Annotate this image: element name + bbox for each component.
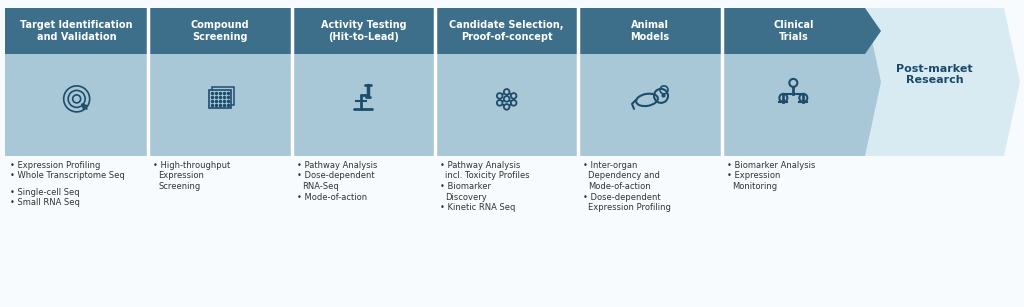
Polygon shape [722,8,881,156]
Text: Monitoring: Monitoring [732,182,777,191]
Text: Activity Testing
(Hit-to-Lead): Activity Testing (Hit-to-Lead) [321,20,407,42]
Text: Expression: Expression [159,172,204,181]
Polygon shape [435,8,594,156]
FancyBboxPatch shape [212,87,234,105]
Text: • High-throughput: • High-throughput [154,161,230,170]
Text: • Inter-organ: • Inter-organ [584,161,638,170]
Text: • Dose-dependent: • Dose-dependent [297,172,375,181]
Text: • Expression Profiling: • Expression Profiling [10,161,100,170]
Polygon shape [5,8,164,54]
Polygon shape [865,8,1020,156]
Text: • Whole Transcriptome Seq: • Whole Transcriptome Seq [10,172,125,181]
Text: • Single-cell Seq: • Single-cell Seq [10,188,80,197]
Text: • Small RNA Seq: • Small RNA Seq [10,198,80,207]
Circle shape [504,96,510,102]
Text: Screening: Screening [159,182,201,191]
Polygon shape [148,8,307,54]
Text: Post-market
Research: Post-market Research [896,64,973,85]
Text: • Kinetic RNA Seq: • Kinetic RNA Seq [440,203,515,212]
Text: • Pathway Analysis: • Pathway Analysis [297,161,377,170]
Text: • Dose-dependent: • Dose-dependent [584,192,660,201]
Text: • Expression: • Expression [727,172,780,181]
Polygon shape [579,8,737,54]
Polygon shape [579,8,737,156]
Text: Animal
Models: Animal Models [631,20,670,42]
Text: • Mode-of-action: • Mode-of-action [297,192,367,201]
Polygon shape [292,8,451,156]
Text: Candidate Selection,
Proof-of-concept: Candidate Selection, Proof-of-concept [450,20,564,42]
Text: Mode-of-action: Mode-of-action [589,182,651,191]
Polygon shape [722,8,881,54]
Text: • Pathway Analysis: • Pathway Analysis [440,161,520,170]
FancyBboxPatch shape [209,90,231,108]
Text: • Biomarker Analysis: • Biomarker Analysis [727,161,815,170]
Text: RNA-Seq: RNA-Seq [302,182,338,191]
Text: Clinical
Trials: Clinical Trials [773,20,814,42]
Text: Target Identification
and Validation: Target Identification and Validation [20,20,133,42]
Text: • Biomarker: • Biomarker [440,182,490,191]
Text: Compound
Screening: Compound Screening [190,20,249,42]
Circle shape [497,93,503,99]
Polygon shape [148,8,307,156]
Circle shape [504,104,510,110]
Text: incl. Toxicity Profiles: incl. Toxicity Profiles [445,172,529,181]
Circle shape [511,100,516,106]
Circle shape [511,93,516,99]
Circle shape [497,100,503,106]
Text: Expression Profiling: Expression Profiling [589,203,671,212]
Circle shape [504,89,510,95]
Polygon shape [435,8,594,54]
Polygon shape [5,8,164,156]
Polygon shape [292,8,451,54]
Text: Discovery: Discovery [445,192,486,201]
Text: Dependency and: Dependency and [589,172,660,181]
